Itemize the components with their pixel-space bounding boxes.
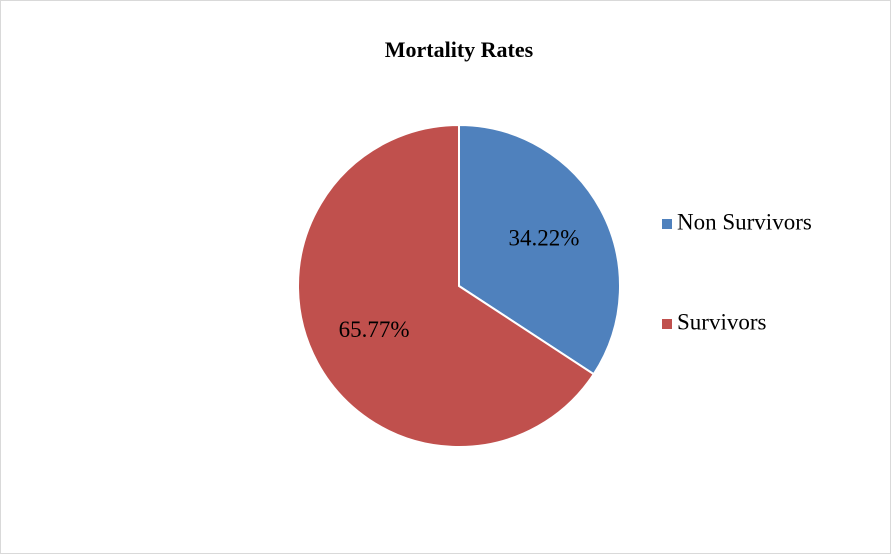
legend-label: Survivors (677, 309, 767, 334)
pie-slice (297, 123, 596, 448)
data-label: 65.77% (339, 317, 410, 342)
chart-title: Mortality Rates (385, 37, 534, 62)
legend-swatch (662, 219, 672, 229)
legend-label: Non Survivors (677, 209, 812, 234)
legend-swatch (662, 319, 672, 329)
data-label: 34.22% (509, 225, 580, 250)
